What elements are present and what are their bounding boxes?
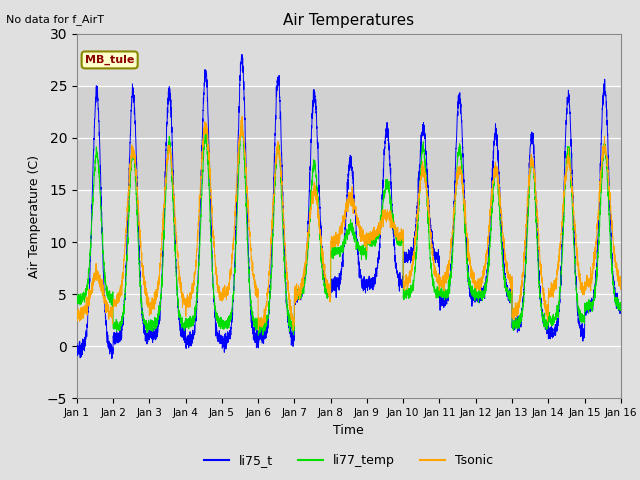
X-axis label: Time: Time	[333, 424, 364, 437]
li77_temp	[471, 295, 479, 301]
li77_temp	[441, 289, 449, 295]
Line: li77_temp: li77_temp	[77, 120, 621, 335]
li77_temp	[255, 332, 262, 338]
li75_t	[329, 282, 337, 288]
li75_t	[617, 300, 625, 306]
li75_t	[171, 222, 179, 228]
li77_temp	[238, 118, 246, 123]
Y-axis label: Air Temperature (C): Air Temperature (C)	[28, 155, 41, 277]
li77_temp	[171, 234, 179, 240]
li77_temp	[73, 299, 81, 304]
li77_temp	[617, 303, 625, 309]
li77_temp	[329, 252, 337, 257]
Tsonic	[73, 312, 81, 318]
Tsonic	[502, 264, 509, 269]
li75_t	[616, 304, 624, 310]
li77_temp	[502, 288, 509, 294]
li75_t	[238, 52, 246, 58]
Line: li75_t: li75_t	[77, 55, 621, 359]
Tsonic	[329, 237, 337, 243]
Legend: li75_t, li77_temp, Tsonic: li75_t, li77_temp, Tsonic	[199, 449, 499, 472]
Tsonic	[238, 113, 246, 119]
Line: Tsonic: Tsonic	[77, 116, 621, 330]
li75_t	[108, 356, 116, 361]
Tsonic	[441, 278, 449, 284]
li75_t	[502, 277, 509, 283]
Text: MB_tule: MB_tule	[85, 55, 134, 65]
Title: Air Temperatures: Air Temperatures	[284, 13, 414, 28]
Bar	[77, 86, 621, 190]
Tsonic	[471, 285, 479, 291]
li75_t	[441, 299, 449, 304]
Tsonic	[617, 282, 625, 288]
Tsonic	[616, 281, 624, 287]
li77_temp	[616, 302, 624, 308]
Tsonic	[171, 205, 179, 211]
li75_t	[471, 297, 479, 303]
Text: No data for f_AirT: No data for f_AirT	[6, 14, 104, 25]
li75_t	[73, 341, 81, 347]
Tsonic	[289, 327, 297, 333]
